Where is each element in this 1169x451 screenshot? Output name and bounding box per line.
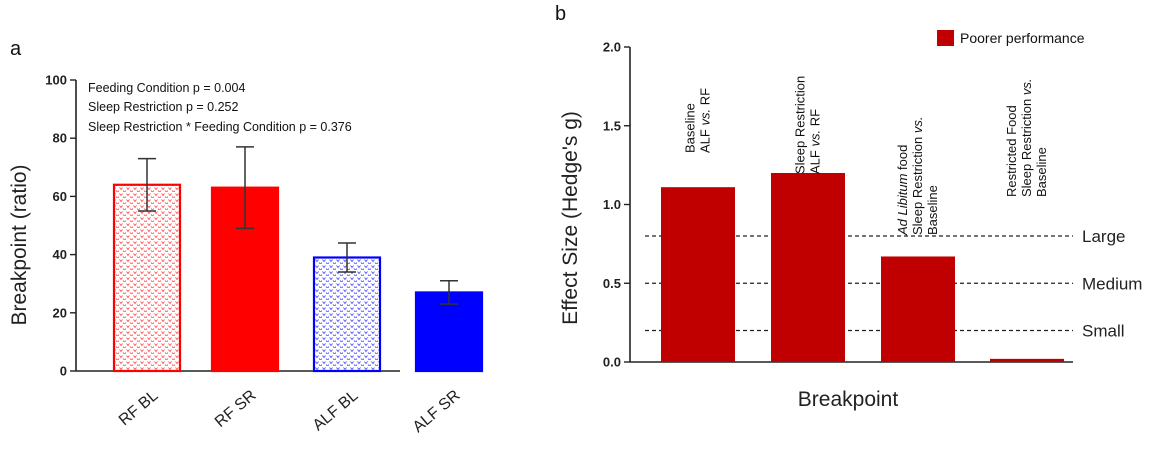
- bar-label-text: ALF: [698, 126, 713, 153]
- panel-b-y-tick-label: 1.0: [603, 197, 621, 212]
- bar-label-text: Sleep Restriction: [1019, 95, 1034, 197]
- panel-b-label: b: [555, 3, 566, 25]
- panel-b-y-tick-label: 0.5: [603, 276, 621, 291]
- bar-label-text: ALF: [808, 147, 823, 174]
- panel-a-y-tick-label: 40: [53, 247, 67, 262]
- panel-a-label: a: [10, 38, 22, 60]
- category-label: RF SR: [212, 387, 260, 431]
- panel-b-y-tick-label: 0.0: [603, 355, 621, 370]
- annotation-interaction: Sleep Restriction * Feeding Condition p …: [88, 120, 352, 134]
- panel-a-y-tick-label: 0: [60, 364, 67, 379]
- threshold-label-medium: Medium: [1082, 274, 1142, 293]
- panel-a: a Breakpoint (ratio) Feeding Condition p…: [8, 38, 484, 436]
- bar-label-text: Restricted Food: [1004, 105, 1019, 197]
- effect-bar: [771, 173, 845, 362]
- effect-bar: [661, 187, 735, 362]
- bar-label-line: ALF vs. RF: [698, 88, 713, 153]
- bar-label-line: Baseline: [925, 185, 940, 235]
- panel-a-y-tick-label: 100: [45, 73, 67, 88]
- panel-b-y-tick-label: 2.0: [603, 40, 621, 55]
- annotation-feeding: Feeding Condition p = 0.004: [88, 81, 245, 95]
- bar-label-text: food: [895, 145, 910, 174]
- legend-swatch: [937, 30, 954, 46]
- bar-label-line: Baseline: [683, 103, 698, 153]
- bar-label-italic: vs.: [808, 130, 823, 147]
- effect-bar: [990, 358, 1064, 362]
- bar-label-italic: vs.: [1019, 78, 1034, 95]
- panel-b: b Effect Size (Hedge's g) Breakpoint Poo…: [555, 3, 1142, 411]
- bar-rf-bl: [112, 183, 182, 373]
- bar-label-line: Baseline: [1034, 147, 1049, 197]
- panel-a-annotations: Feeding Condition p = 0.004 Sleep Restri…: [88, 81, 352, 134]
- bar-label-text: RF: [698, 88, 713, 109]
- bar-alf-sr: [414, 291, 484, 373]
- panel-b-x-axis-label: Breakpoint: [798, 388, 899, 411]
- bar-label-text: Baseline: [925, 185, 940, 235]
- bar-label-italic: vs.: [698, 109, 713, 126]
- panel-a-y-axis-label: Breakpoint (ratio): [8, 164, 31, 325]
- panel-a-y-tick-label: 20: [53, 305, 67, 320]
- annotation-sleep: Sleep Restriction p = 0.252: [88, 100, 238, 114]
- threshold-label-large: Large: [1082, 227, 1125, 246]
- bar-label-text: Sleep Restriction: [910, 133, 925, 235]
- effect-bar: [881, 256, 955, 362]
- bar-label-text: RF: [808, 109, 823, 130]
- bar-label-text: Baseline: [683, 103, 698, 153]
- category-label: RF BL: [116, 387, 162, 429]
- bar-label-text: Sleep Restriction: [793, 76, 808, 174]
- bar-label-text: Baseline: [1034, 147, 1049, 197]
- panel-a-y-tick-label: 80: [53, 131, 67, 146]
- category-label: ALF BL: [310, 387, 362, 434]
- bar-alf-bl: [312, 256, 382, 373]
- bar-label-line: Restricted Food: [1004, 105, 1019, 197]
- legend-label: Poorer performance: [960, 30, 1085, 46]
- bar-label-italic: vs.: [910, 116, 925, 133]
- bar-label-italic: Ad Libitum: [895, 173, 910, 236]
- bar-label-line: Sleep Restriction: [793, 76, 808, 174]
- panel-b-y-axis-label: Effect Size (Hedge's g): [559, 111, 582, 325]
- bar-label-line: Sleep Restriction vs.: [1019, 78, 1034, 197]
- panel-a-y-tick-label: 60: [53, 189, 67, 204]
- threshold-label-small: Small: [1082, 322, 1125, 341]
- panel-b-legend: Poorer performance: [937, 30, 1085, 46]
- category-label: ALF SR: [410, 387, 464, 436]
- bar-label-line: Sleep Restriction vs.: [910, 116, 925, 235]
- bar-label-line: ALF vs. RF: [808, 109, 823, 174]
- panel-b-y-tick-label: 1.5: [603, 118, 621, 133]
- bar-label-line: Ad Libitum food: [895, 145, 910, 236]
